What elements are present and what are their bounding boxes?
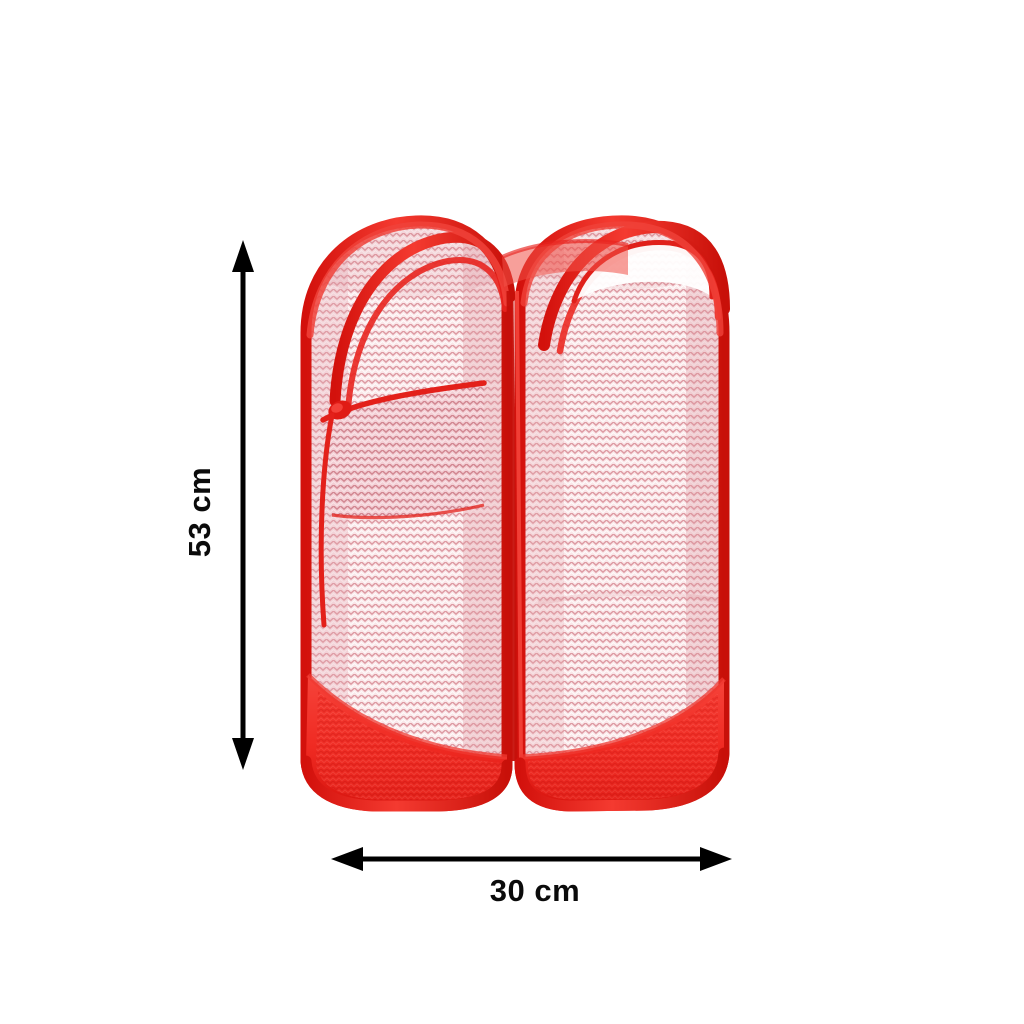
side-pocket	[320, 380, 487, 520]
solid-base	[300, 673, 730, 812]
width-dimension-label: 30 cm	[489, 873, 581, 908]
center-corner-seam	[506, 290, 523, 762]
width-dimension-arrow	[331, 847, 732, 871]
top-back-rim	[501, 239, 629, 287]
product-image-laundry-basket	[288, 205, 740, 825]
right-mesh-panel	[514, 215, 730, 812]
left-mesh-panel	[300, 215, 516, 812]
height-dimension-label: 53 cm	[182, 466, 217, 558]
carry-handle-left	[318, 231, 516, 628]
